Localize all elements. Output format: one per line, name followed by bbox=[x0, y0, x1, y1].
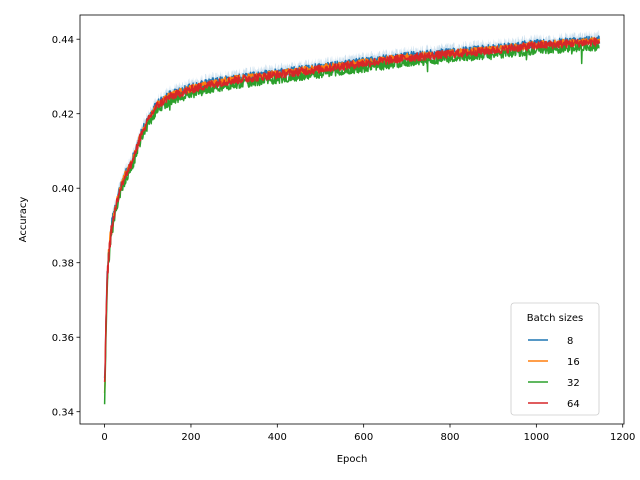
legend: Batch sizes 8 16 32 64 bbox=[510, 302, 600, 416]
legend-entries: 8 16 32 64 bbox=[528, 336, 580, 410]
series-layer bbox=[103, 35, 601, 405]
x-axis-label: Epoch bbox=[337, 454, 368, 465]
y-tick-label: 0.40 bbox=[52, 184, 74, 195]
y-axis-label: Accuracy bbox=[18, 197, 29, 243]
legend-label-8: 8 bbox=[567, 336, 573, 347]
y-tick-label: 0.42 bbox=[52, 109, 74, 120]
series-line-64 bbox=[103, 37, 601, 382]
x-tick-label: 0 bbox=[101, 432, 107, 443]
legend-title: Batch sizes bbox=[527, 313, 584, 324]
x-tick-label: 200 bbox=[181, 432, 200, 443]
x-tick-label: 1000 bbox=[524, 432, 549, 443]
legend-label-64: 64 bbox=[567, 399, 580, 410]
plot-area bbox=[103, 30, 601, 405]
x-tick-label: 600 bbox=[354, 432, 373, 443]
axes-frame bbox=[79, 14, 625, 425]
legend-label-16: 16 bbox=[567, 357, 580, 368]
x-tick-label: 800 bbox=[440, 432, 459, 443]
y-tick-label: 0.34 bbox=[52, 407, 74, 418]
x-axis-ticks: 0 200 400 600 800 1000 1200 bbox=[101, 424, 635, 443]
x-tick-label: 400 bbox=[268, 432, 287, 443]
y-tick-label: 0.44 bbox=[52, 35, 74, 46]
y-tick-label: 0.36 bbox=[52, 333, 74, 344]
x-tick-label: 1200 bbox=[610, 432, 635, 443]
legend-label-32: 32 bbox=[567, 378, 580, 389]
legend-box bbox=[510, 302, 600, 416]
y-axis-ticks: 0.34 0.36 0.38 0.40 0.42 0.44 bbox=[52, 35, 80, 418]
y-tick-label: 0.38 bbox=[52, 258, 74, 269]
